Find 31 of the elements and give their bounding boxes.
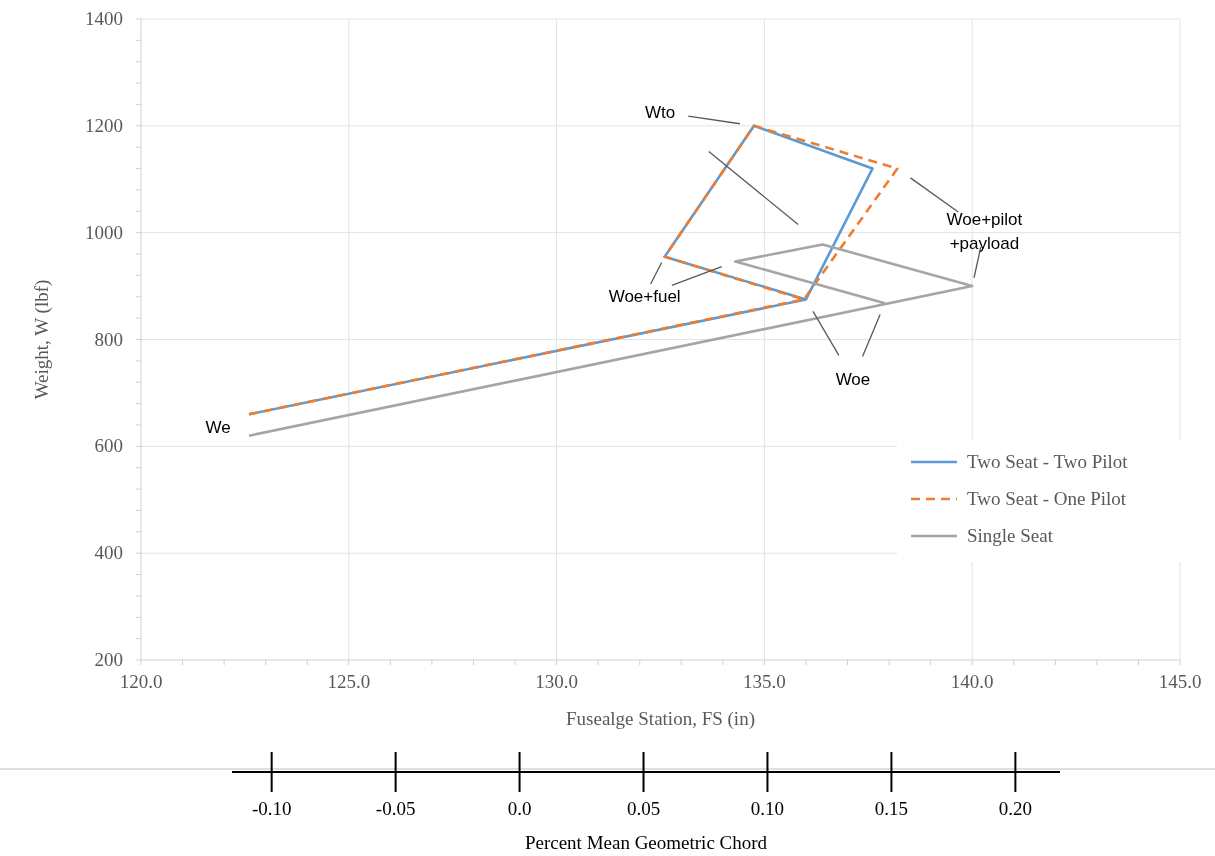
x2-tick-label: 0.0: [507, 798, 532, 819]
y-tick-label: 1400: [85, 8, 123, 29]
x-tick-label: 140.0: [950, 671, 994, 692]
x2-tick-label: 0.05: [626, 798, 661, 819]
x-tick-label: 135.0: [743, 671, 786, 692]
x-tick-label: 130.0: [535, 671, 578, 692]
y-tick-label: 1200: [85, 114, 123, 136]
x2-tick-label: 0.10: [750, 798, 785, 819]
annotation: Woe+pilot +payload: [946, 209, 1023, 253]
annotation: We: [205, 418, 231, 438]
x2-tick-label: 0.15: [874, 798, 909, 819]
x2-tick-label: -0.05: [375, 798, 416, 819]
x-axis-title: Fusealge Station, FS (in): [566, 708, 755, 730]
x-tick-label: 145.0: [1158, 671, 1202, 692]
x2-axis-title: Percent Mean Geometric Chord: [524, 832, 768, 853]
x-tick-label: 120.0: [119, 671, 163, 692]
legend-label: Two Seat - Two Pilot: [967, 451, 1129, 472]
y-tick-label: 400: [94, 542, 123, 564]
y-tick-label: 1000: [85, 221, 123, 243]
y-tick-label: 200: [94, 649, 123, 670]
legend-label: Two Seat - One Pilot: [967, 488, 1127, 509]
y-tick-label: 600: [94, 435, 123, 457]
annotation: Woe: [835, 370, 871, 390]
legend-label: Single Seat: [967, 525, 1054, 546]
annotation: Woe+fuel: [608, 286, 681, 306]
y-tick-label: 800: [94, 328, 123, 350]
x2-tick-label: -0.10: [251, 798, 292, 819]
x2-tick-label: 0.20: [998, 798, 1032, 819]
x-tick-label: 125.0: [327, 671, 371, 692]
y-axis-title: Weight, W (lbf): [31, 279, 53, 400]
annotation: Wto: [644, 102, 676, 122]
